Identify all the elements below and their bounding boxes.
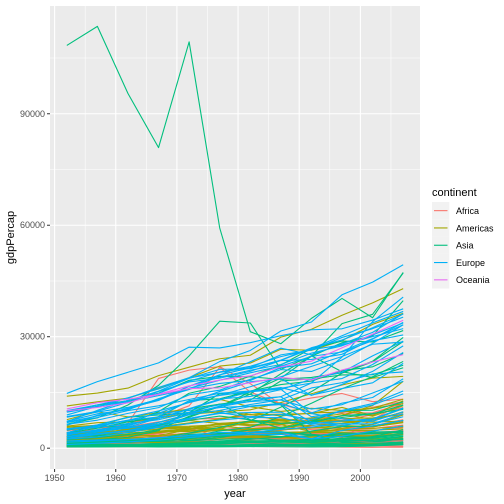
series-line — [66, 362, 404, 424]
legend-label: Oceania — [456, 275, 490, 285]
x-tick-label: 2000 — [350, 473, 370, 483]
series-line — [66, 308, 404, 394]
x-tick-label: 1980 — [228, 473, 248, 483]
series-line — [66, 341, 404, 431]
x-tick-label: 1990 — [289, 473, 309, 483]
legend: continent Africa Americas Asia Europe Oceani… — [432, 187, 494, 289]
series-line — [66, 345, 404, 436]
y-axis: 0 30000 60000 90000 — [20, 109, 50, 453]
legend-item: Americas — [432, 219, 494, 237]
y-tick-label: 60000 — [20, 220, 45, 230]
series-line — [66, 25, 404, 345]
series-line — [66, 322, 404, 418]
legend-label: Africa — [456, 206, 479, 216]
series-lines — [66, 25, 404, 448]
series-line — [66, 378, 404, 430]
series-line — [66, 288, 404, 397]
series-line — [66, 334, 404, 423]
x-tick-label: 1950 — [45, 473, 65, 483]
y-tick-label: 0 — [40, 443, 45, 453]
series-line — [66, 388, 404, 436]
x-tick-label: 1970 — [167, 473, 187, 483]
series-line — [66, 390, 404, 434]
legend-label: Europe — [456, 258, 485, 268]
series-line — [66, 324, 404, 412]
series-line — [66, 296, 404, 430]
series-line — [66, 354, 404, 410]
series-line — [66, 340, 404, 435]
series-line — [66, 319, 404, 412]
y-axis-title: gdpPercap — [5, 211, 17, 264]
series-line — [66, 407, 404, 438]
series-line — [66, 443, 404, 447]
x-tick-label: 1960 — [106, 473, 126, 483]
series-line — [66, 407, 404, 440]
series-line — [66, 313, 404, 426]
legend-title: continent — [432, 187, 477, 199]
y-tick-label: 90000 — [20, 109, 45, 119]
series-line — [66, 320, 404, 425]
x-axis: 1950 1960 1970 1980 1990 2000 — [45, 469, 370, 483]
series-line — [66, 444, 404, 448]
legend-item: Europe — [432, 253, 485, 272]
legend-item: Asia — [432, 236, 474, 254]
legend-label: Asia — [456, 241, 474, 251]
series-line — [66, 425, 404, 443]
series-line — [66, 444, 404, 447]
series-line — [66, 419, 404, 446]
legend-items: Africa Americas Asia Europe Oceania — [432, 202, 494, 289]
legend-item: Oceania — [432, 271, 490, 289]
y-tick-label: 30000 — [20, 332, 45, 342]
legend-item: Africa — [432, 202, 479, 220]
legend-label: Americas — [456, 223, 494, 233]
x-axis-title: year — [224, 488, 246, 500]
series-line — [66, 272, 404, 441]
